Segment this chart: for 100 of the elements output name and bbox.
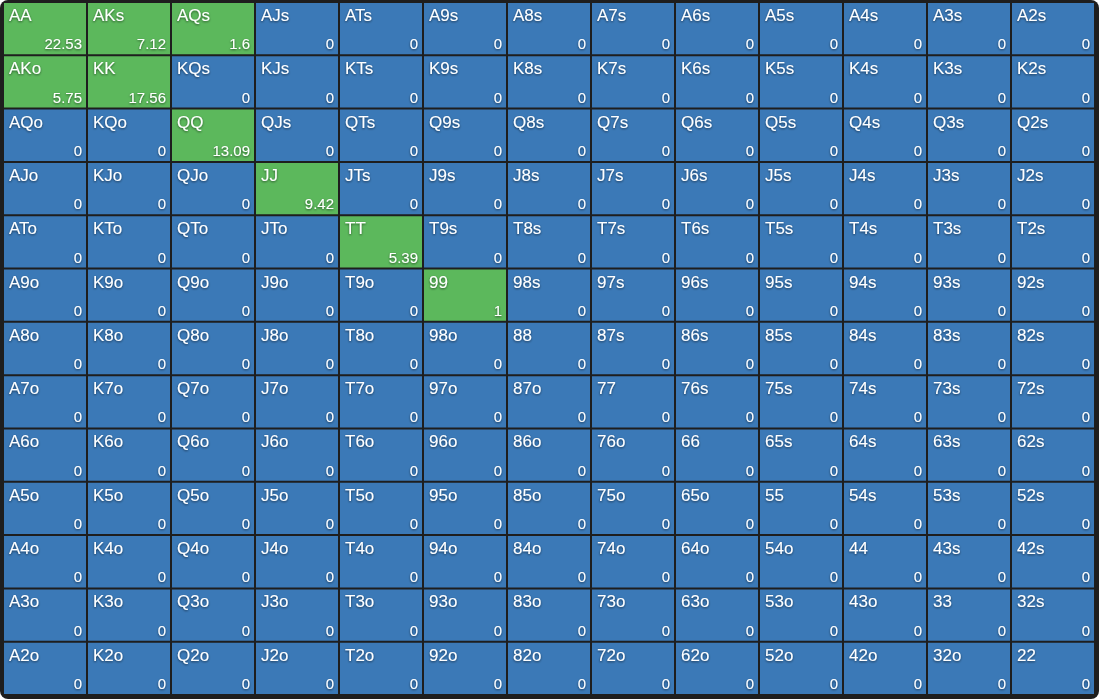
annotation: 87o <box>513 379 542 399</box>
annotation: 54s <box>849 485 877 505</box>
data-label: 0 <box>1081 35 1090 53</box>
data-label: 0 <box>1081 568 1090 586</box>
annotation: 94s <box>849 272 877 292</box>
data-label: 0 <box>493 621 502 639</box>
data-label: 0 <box>913 141 922 159</box>
annotation: J7s <box>597 165 624 185</box>
data-label: 0 <box>661 35 670 53</box>
data-label: 0 <box>829 408 838 426</box>
data-label: 0 <box>577 301 586 319</box>
annotation: K4s <box>849 59 879 79</box>
annotation: Q6s <box>681 112 713 132</box>
data-label: 0 <box>493 195 502 213</box>
annotation: J3o <box>261 592 289 612</box>
data-label: 0 <box>73 621 82 639</box>
data-label: 0 <box>325 621 334 639</box>
data-label: 0 <box>157 195 166 213</box>
annotation: KJo <box>93 165 123 185</box>
data-label: 0 <box>829 621 838 639</box>
annotation: 62s <box>1017 432 1045 452</box>
data-label: 0 <box>745 195 754 213</box>
data-label: 5.75 <box>52 88 82 106</box>
annotation: Q9o <box>177 272 210 292</box>
annotation: T3o <box>345 592 375 612</box>
data-label: 0 <box>661 195 670 213</box>
data-label: 0 <box>1081 355 1090 373</box>
data-label: 0 <box>829 141 838 159</box>
data-label: 0 <box>745 621 754 639</box>
annotation: JJ <box>261 165 278 185</box>
data-label: 0 <box>409 568 418 586</box>
data-label: 0 <box>829 675 838 692</box>
data-label: 0 <box>997 515 1006 533</box>
data-label: 0 <box>745 248 754 266</box>
annotation: 98o <box>429 325 458 345</box>
annotation: K9s <box>429 59 459 79</box>
annotation: Q8s <box>513 112 545 132</box>
annotation: K3s <box>933 59 963 79</box>
data-label: 0 <box>577 408 586 426</box>
annotation: 95o <box>429 485 458 505</box>
annotation: JTo <box>261 219 288 239</box>
annotation: 86o <box>513 432 542 452</box>
data-label: 0 <box>157 355 166 373</box>
annotation: J4o <box>261 539 289 559</box>
annotation: A8s <box>513 6 543 25</box>
data-label: 0 <box>913 248 922 266</box>
data-label: 0 <box>493 35 502 53</box>
annotation: QTo <box>177 219 209 239</box>
data-label: 0 <box>241 248 250 266</box>
annotation: 62o <box>681 645 710 665</box>
data-label: 0 <box>157 515 166 533</box>
data-label: 0 <box>409 515 418 533</box>
data-label: 0 <box>157 568 166 586</box>
data-label: 0 <box>577 195 586 213</box>
annotation: A8o <box>9 325 40 345</box>
data-label: 0 <box>913 88 922 106</box>
annotation: A2o <box>9 645 40 665</box>
annotation: A5o <box>9 485 40 505</box>
annotation: T6o <box>345 432 375 452</box>
annotation: T6s <box>681 219 710 239</box>
data-label: 0 <box>325 141 334 159</box>
annotation: 75o <box>597 485 626 505</box>
annotation: AKs <box>93 6 125 25</box>
data-label: 0 <box>829 568 838 586</box>
data-label: 0 <box>325 35 334 53</box>
data-label: 0 <box>1081 515 1090 533</box>
data-label: 1.6 <box>229 35 250 53</box>
annotation: J2o <box>261 645 289 665</box>
annotation: T9s <box>429 219 458 239</box>
data-label: 0 <box>241 675 250 692</box>
annotation: 63o <box>681 592 710 612</box>
annotation: T3s <box>933 219 962 239</box>
data-label: 0 <box>997 675 1006 692</box>
data-label: 0 <box>493 88 502 106</box>
annotation: J7o <box>261 379 289 399</box>
annotation: A9o <box>9 272 40 292</box>
annotation: Q9s <box>429 112 461 132</box>
annotation: T2o <box>345 645 375 665</box>
data-label: 0 <box>325 568 334 586</box>
data-label: 0 <box>409 408 418 426</box>
annotation: TT <box>345 219 366 239</box>
annotation: A4s <box>849 6 879 25</box>
data-label: 0 <box>745 301 754 319</box>
data-label: 0 <box>661 301 670 319</box>
data-label: 0 <box>913 515 922 533</box>
annotation: Q4s <box>849 112 881 132</box>
annotation: Q5o <box>177 485 210 505</box>
data-label: 0 <box>913 301 922 319</box>
annotation: K3o <box>93 592 124 612</box>
data-label: 0 <box>241 621 250 639</box>
data-label: 0 <box>661 355 670 373</box>
data-label: 0 <box>913 408 922 426</box>
annotation: Q5s <box>765 112 797 132</box>
data-label: 0 <box>661 515 670 533</box>
data-label: 0 <box>997 141 1006 159</box>
data-label: 13.09 <box>212 141 250 159</box>
annotation: ATo <box>9 219 38 239</box>
data-label: 0 <box>157 248 166 266</box>
annotation: Q4o <box>177 539 210 559</box>
data-label: 0 <box>997 35 1006 53</box>
